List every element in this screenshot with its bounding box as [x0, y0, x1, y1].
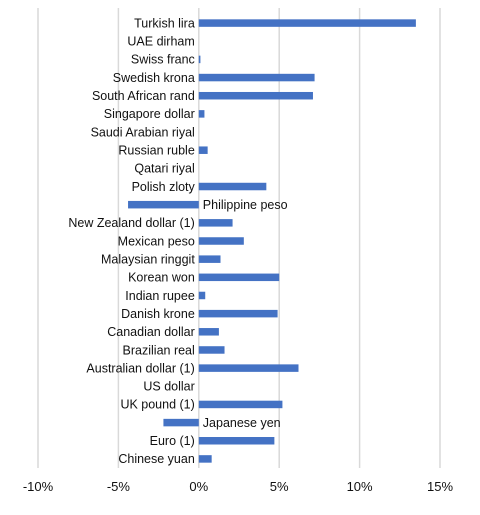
category-label: Turkish lira: [134, 16, 195, 30]
category-label: Saudi Arabian riyal: [91, 125, 195, 139]
x-tick-label: -5%: [107, 479, 131, 494]
bar: [198, 437, 275, 445]
category-label: Euro (1): [150, 434, 195, 448]
bar: [198, 309, 278, 318]
bar: [198, 91, 313, 100]
category-label: Malaysian ringgit: [101, 252, 195, 266]
category-label: Danish krone: [121, 307, 195, 321]
category-label: US dollar: [143, 380, 194, 394]
category-label: Mexican peso: [118, 234, 195, 248]
category-label: UAE dirham: [127, 35, 194, 49]
x-tick-label: -10%: [23, 479, 54, 494]
bar: [198, 146, 208, 154]
x-tick-label: 10%: [347, 479, 373, 494]
category-labels: Turkish lira UAE dirham Swiss franc Swedish…: [68, 16, 287, 466]
category-label: Polish zloty: [132, 180, 196, 194]
bar: [198, 346, 225, 354]
category-label: New Zealand dollar (1): [68, 216, 194, 230]
bar: [198, 255, 221, 263]
bar: [198, 73, 315, 82]
x-tick-label: 15%: [427, 479, 453, 494]
bar: [198, 110, 205, 118]
category-label: South African rand: [92, 89, 195, 103]
category-label: Russian ruble: [118, 144, 194, 158]
category-label: Qatari riyal: [134, 162, 194, 176]
x-axis-ticks: -10% -5% 0% 5% 10% 15%: [23, 479, 454, 494]
bar: [198, 182, 267, 191]
bar: [163, 418, 199, 427]
category-label: Australian dollar (1): [86, 361, 194, 375]
x-tick-label: 5%: [270, 479, 289, 494]
category-label: Chinese yuan: [118, 452, 194, 466]
bars: [128, 19, 416, 463]
bar: [198, 19, 416, 27]
category-label: Swedish krona: [113, 71, 195, 85]
category-label: Korean won: [128, 271, 195, 285]
bar: [198, 291, 206, 300]
category-label: Brazilian real: [123, 343, 195, 357]
bar: [198, 328, 219, 336]
bar: [198, 219, 233, 227]
bar: [128, 200, 199, 209]
bar: [198, 237, 244, 245]
category-label: Singapore dollar: [104, 107, 195, 121]
category-label: Japanese yen: [203, 416, 281, 430]
bar: [198, 455, 212, 463]
category-label: Indian rupee: [125, 289, 195, 303]
bar: [198, 273, 280, 282]
category-label: Canadian dollar: [107, 325, 195, 339]
bar: [198, 400, 283, 409]
category-label: Philippine peso: [203, 198, 288, 212]
bar: [198, 55, 201, 64]
category-label: Swiss franc: [131, 53, 195, 67]
bar: [198, 364, 299, 372]
category-label: UK pound (1): [120, 398, 194, 412]
x-tick-label: 0%: [189, 479, 208, 494]
